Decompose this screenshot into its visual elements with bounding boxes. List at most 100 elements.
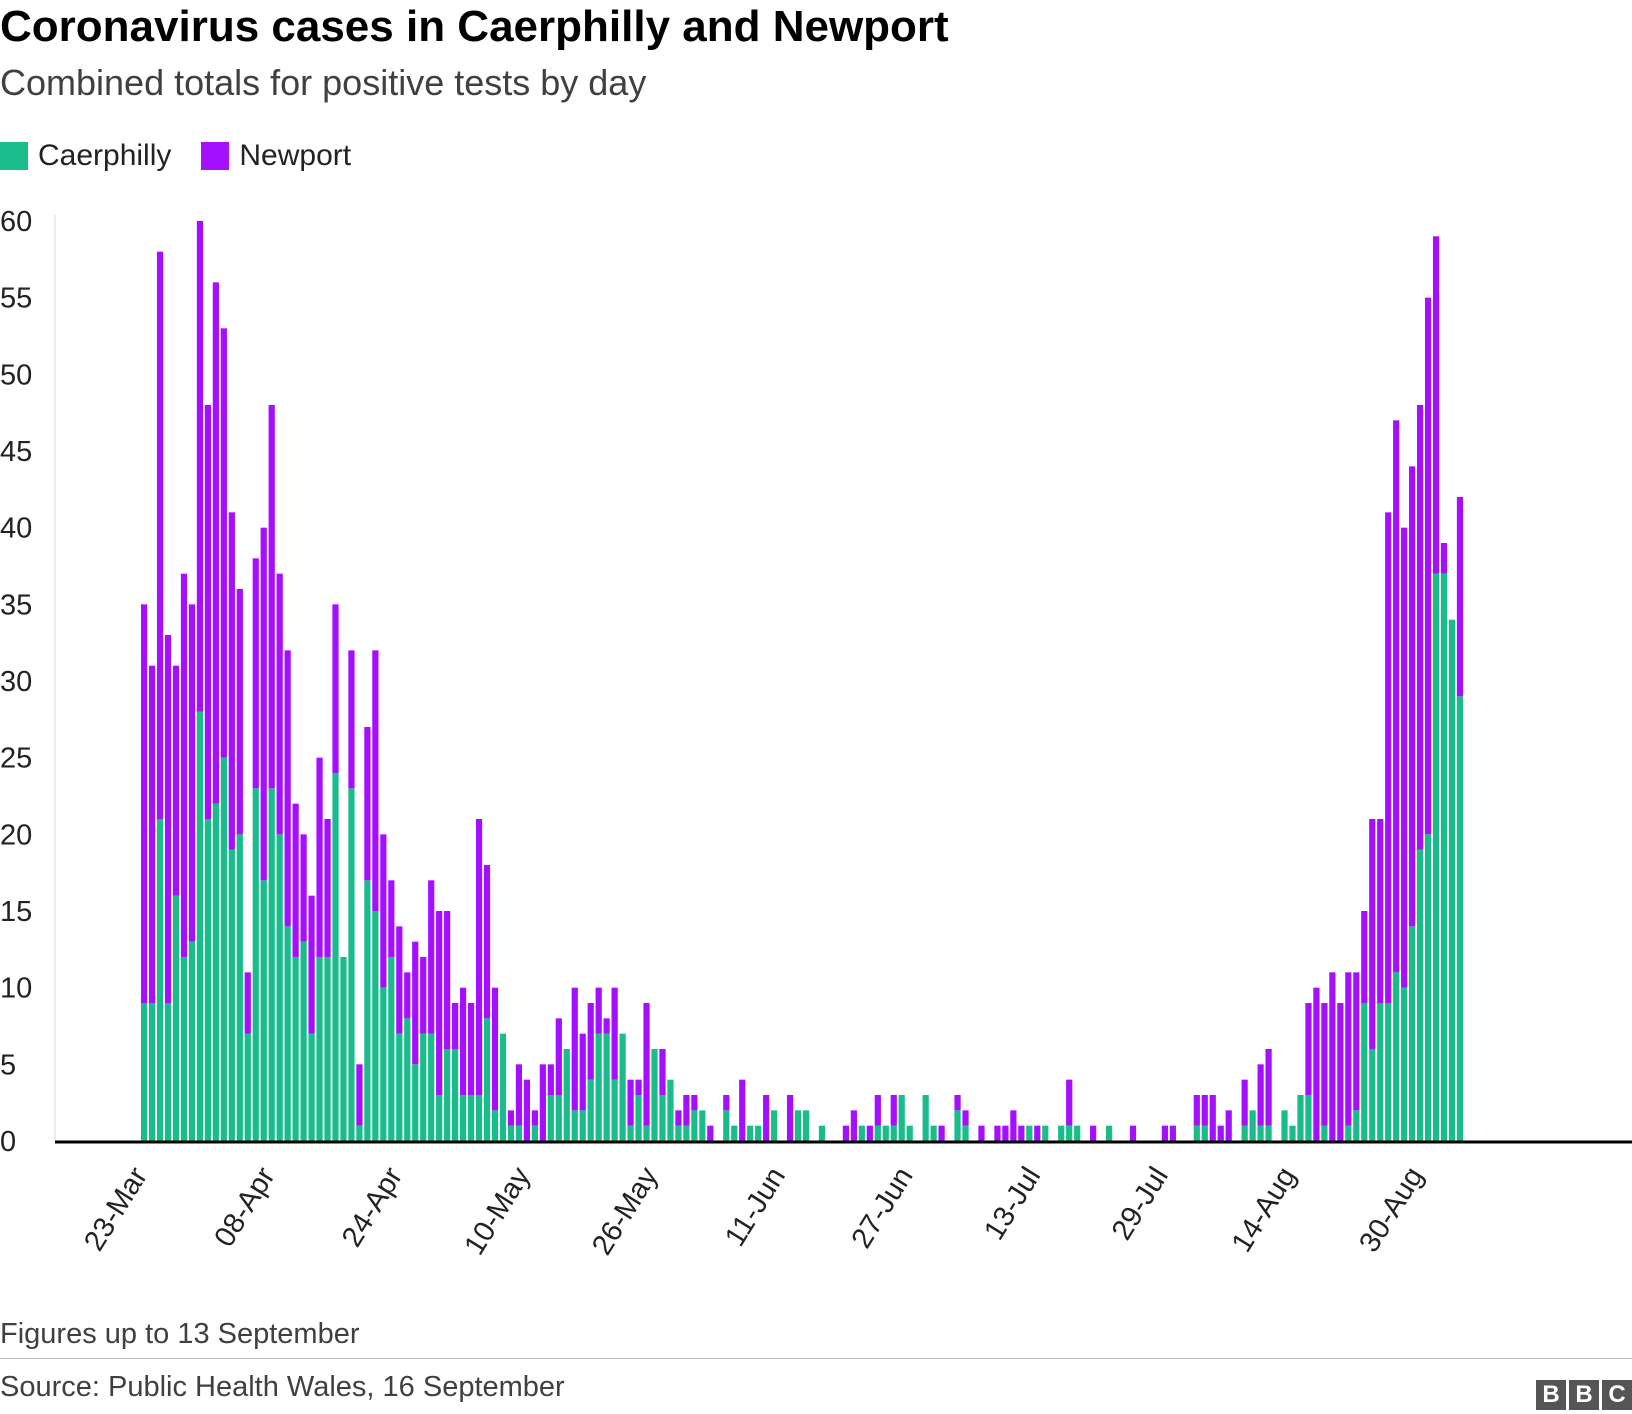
bar-newport [507, 1110, 515, 1126]
bar-newport [890, 1095, 897, 1126]
bbc-logo-letter-2: B [1569, 1380, 1599, 1410]
x-tick-label: 26-May [586, 1161, 665, 1260]
bar-newport [236, 589, 243, 835]
bar-newport [675, 1110, 682, 1126]
bar-newport [356, 1064, 363, 1126]
bar-newport [531, 1110, 538, 1126]
bar-newport [1401, 527, 1408, 988]
bar-caerphilly [699, 1110, 706, 1141]
bar-caerphilly [228, 849, 235, 1141]
footer-divider [0, 1358, 1632, 1359]
bar-caerphilly [332, 773, 339, 1141]
bar-caerphilly [420, 1033, 427, 1141]
bar-caerphilly [1026, 1125, 1033, 1141]
bar-caerphilly [148, 1003, 156, 1141]
bar-caerphilly [308, 1033, 315, 1141]
bar-newport [763, 1095, 770, 1141]
bar-newport [172, 665, 180, 896]
bar-caerphilly [1448, 619, 1456, 1141]
bar-caerphilly [962, 1125, 969, 1141]
bar-newport [1456, 497, 1464, 697]
bar-caerphilly [603, 1033, 610, 1141]
footnote: Figures up to 13 September [0, 1318, 360, 1350]
bar-newport [1305, 1003, 1312, 1095]
bar-newport [1424, 297, 1432, 835]
bar-newport [300, 834, 307, 942]
bar-newport [244, 972, 251, 1034]
bar-caerphilly [675, 1125, 682, 1141]
bar-newport [547, 1064, 554, 1095]
bar-caerphilly [651, 1049, 658, 1141]
bar-newport [467, 1003, 475, 1095]
bar-caerphilly [874, 1125, 881, 1141]
bar-caerphilly [691, 1110, 698, 1141]
bar-caerphilly [1074, 1125, 1081, 1141]
bar-caerphilly [452, 1049, 459, 1141]
bar-newport [364, 727, 371, 881]
bar-caerphilly [587, 1079, 594, 1141]
y-tick-label: 25 [0, 743, 32, 775]
bar-newport [292, 803, 299, 957]
bar-caerphilly [141, 1003, 148, 1141]
bar-caerphilly [460, 1095, 467, 1141]
bar-caerphilly [1345, 1125, 1352, 1141]
bar-newport [428, 880, 435, 1034]
bar-caerphilly [1353, 1110, 1360, 1141]
bar-caerphilly [156, 819, 164, 1141]
bar-newport [1393, 420, 1400, 973]
bar-caerphilly [212, 803, 219, 1141]
bar-caerphilly [268, 788, 275, 1141]
bar-caerphilly [491, 1110, 499, 1141]
bar-caerphilly [747, 1125, 754, 1141]
bar-newport [1090, 1125, 1097, 1141]
bar-caerphilly [1058, 1125, 1065, 1141]
bar-caerphilly [1417, 849, 1424, 1141]
bar-caerphilly [1042, 1125, 1049, 1141]
bar-newport [420, 957, 427, 1034]
bar-caerphilly [292, 957, 299, 1141]
bar-newport [683, 1095, 690, 1126]
bar-newport [1217, 1125, 1224, 1141]
bar-caerphilly [802, 1110, 810, 1141]
bar-caerphilly [818, 1125, 826, 1141]
bar-caerphilly [954, 1110, 961, 1141]
bar-caerphilly [1361, 1003, 1368, 1141]
bar-caerphilly [794, 1110, 802, 1141]
bar-caerphilly [1393, 972, 1400, 1141]
bar-newport [220, 328, 227, 758]
bar-newport [348, 650, 355, 789]
y-tick-label: 20 [0, 819, 32, 851]
bar-caerphilly [428, 1033, 435, 1141]
y-tick-label: 10 [0, 973, 32, 1005]
bar-newport [1010, 1110, 1017, 1141]
bar-caerphilly [340, 957, 347, 1141]
bar-caerphilly [260, 880, 267, 1141]
bars [141, 221, 1464, 1141]
bar-newport [994, 1125, 1001, 1141]
bar-newport [452, 1003, 459, 1049]
bar-caerphilly [1377, 1003, 1384, 1141]
bar-newport [1345, 972, 1352, 1126]
bar-newport [842, 1125, 849, 1141]
bar-newport [850, 1110, 857, 1141]
bar-newport [723, 1095, 730, 1111]
bar-newport [866, 1125, 873, 1141]
bar-newport [1225, 1110, 1232, 1141]
bar-caerphilly [475, 1095, 483, 1141]
bar-newport [1385, 512, 1392, 1003]
bar-newport [1066, 1079, 1073, 1126]
y-tick-label: 50 [0, 359, 32, 391]
y-tick-label: 35 [0, 589, 32, 621]
bar-newport [523, 1079, 530, 1141]
bar-newport [1169, 1125, 1176, 1141]
bar-caerphilly [683, 1125, 690, 1141]
bar-caerphilly [627, 1125, 634, 1141]
bar-caerphilly [507, 1125, 515, 1141]
bar-newport [268, 405, 275, 789]
bar-caerphilly [1241, 1125, 1248, 1141]
bar-caerphilly [284, 926, 291, 1141]
bar-newport [691, 1095, 698, 1111]
bar-newport [396, 926, 403, 1034]
legend-swatch-caerphilly [0, 142, 28, 170]
bar-caerphilly [1257, 1125, 1264, 1141]
